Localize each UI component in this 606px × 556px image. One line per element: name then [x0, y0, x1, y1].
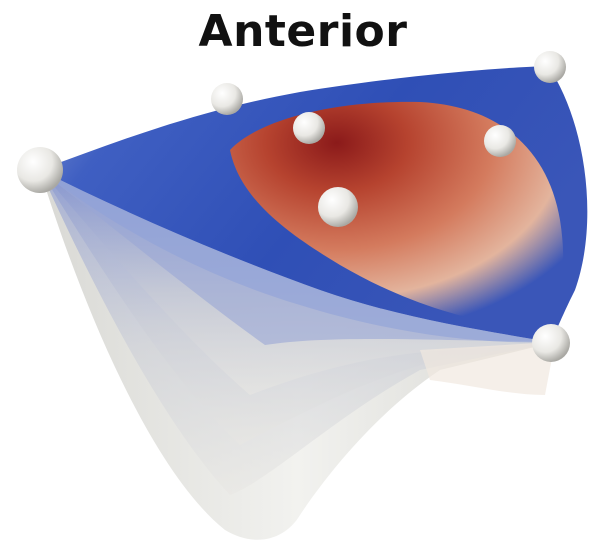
marker-right	[484, 125, 516, 157]
marker-top-right-corner	[534, 51, 566, 83]
activation-region	[230, 101, 564, 330]
marker-top-center	[293, 112, 325, 144]
figure-title: Anterior	[198, 6, 408, 57]
marker-top-left	[211, 83, 243, 115]
marker-bottom-right	[532, 324, 570, 362]
marker-left	[17, 147, 63, 193]
marker-center	[318, 187, 358, 227]
right-fade-layers	[420, 342, 555, 395]
